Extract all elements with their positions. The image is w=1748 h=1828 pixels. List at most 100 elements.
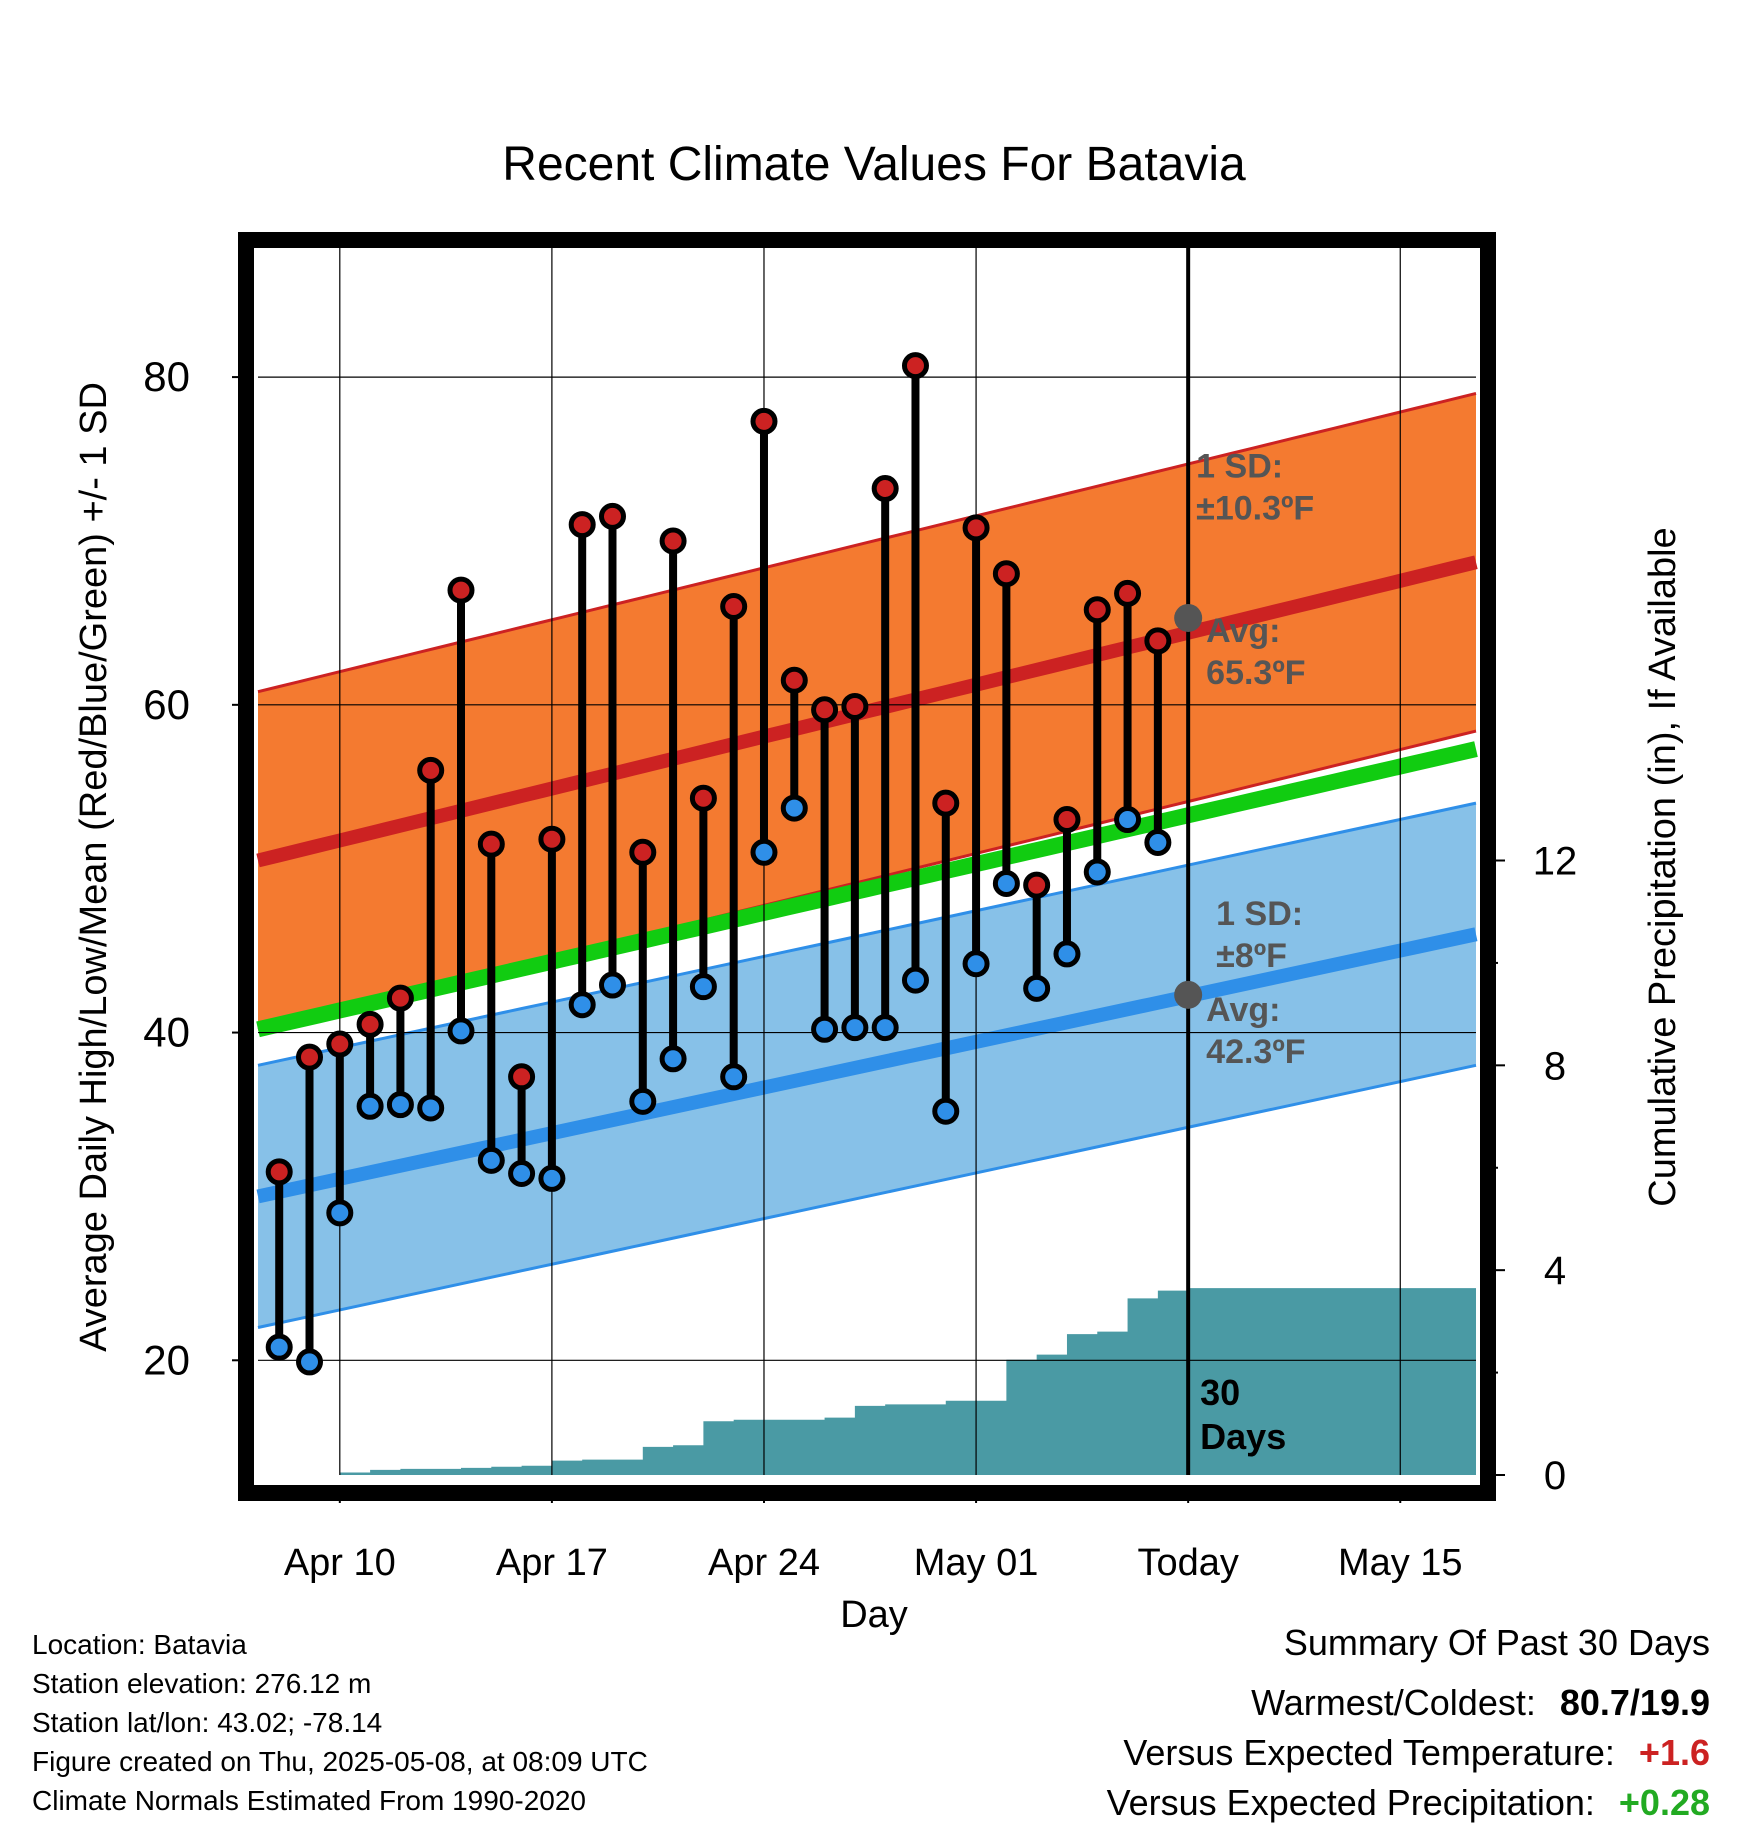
- station-info: Location: Batavia Station elevation: 276…: [32, 1625, 648, 1820]
- low-sd-lower-line: [257, 1063, 1477, 1329]
- low-temp-point: [992, 869, 1020, 897]
- high-temp-point: [1114, 579, 1142, 607]
- high-temp-point: [780, 666, 808, 694]
- low-sd-value: ±8ºF: [1216, 937, 1287, 975]
- low-temp-point: [1083, 858, 1111, 886]
- normals-text: Climate Normals Estimated From 1990-2020: [32, 1785, 586, 1816]
- x-axis-label: Day: [840, 1594, 908, 1636]
- low-temp-point: [841, 1014, 869, 1042]
- low-temp-point: [1053, 940, 1081, 968]
- x-tick-label: May 15: [1338, 1542, 1463, 1584]
- low-temp-point: [538, 1164, 566, 1192]
- high-temp-point: [811, 696, 839, 724]
- low-temp-point: [296, 1348, 324, 1376]
- temp-row: Versus Expected Temperature: +1.6: [1107, 1728, 1710, 1778]
- low-temp-point: [932, 1097, 960, 1125]
- high-temp-point: [538, 825, 566, 853]
- high-sd-value: ±10.3ºF: [1196, 490, 1314, 528]
- low-temp-point: [477, 1146, 505, 1174]
- warm-cold-label: Warmest/Coldest:: [1251, 1682, 1536, 1723]
- high-temp-point: [447, 576, 475, 604]
- high-avg-marker: [1174, 603, 1203, 632]
- low-temp-point: [1144, 828, 1172, 856]
- y2-axis-label: Cumulative Precipitation (in), If Availa…: [1642, 527, 1684, 1206]
- low-temp-point: [962, 950, 990, 978]
- plot-area: Apr 10 Apr 17 Apr 24 May 01 Today May 1520406…: [143, 232, 1578, 1584]
- high-avg-value: 65.3ºF: [1206, 654, 1305, 692]
- high-temp-point: [841, 692, 869, 720]
- low-temp-point: [659, 1045, 687, 1073]
- low-temp-point: [780, 794, 808, 822]
- x-tick-label: May 01: [914, 1542, 1039, 1584]
- temp-label: Versus Expected Temperature:: [1123, 1732, 1615, 1773]
- plot-frame: [238, 232, 1496, 1501]
- low-temp-point: [598, 971, 626, 999]
- x-tick-label: Apr 17: [496, 1542, 608, 1584]
- low-temp-point: [871, 1014, 899, 1042]
- chart-title: Recent Climate Values For Batavia: [502, 138, 1246, 191]
- low-temp-point: [750, 838, 778, 866]
- low-temp-point: [568, 991, 596, 1019]
- y-tick-label: 40: [143, 1009, 190, 1056]
- high-temp-point: [386, 984, 414, 1012]
- high-temp-point: [871, 475, 899, 503]
- high-temp-point: [1023, 871, 1051, 899]
- y2-tick-label: 8: [1544, 1044, 1566, 1088]
- high-temp-point: [1083, 596, 1111, 624]
- precip-value: +0.28: [1618, 1782, 1710, 1823]
- summary-title: Summary Of Past 30 Days: [1283, 1622, 1710, 1663]
- high-temp-point: [932, 789, 960, 817]
- high-temp-point: [265, 1158, 293, 1186]
- low-temp-point: [265, 1333, 293, 1361]
- low-temp-point: [356, 1092, 384, 1120]
- high-temp-point: [417, 756, 445, 784]
- high-temp-point: [689, 784, 717, 812]
- days-label-text: Days: [1200, 1416, 1286, 1457]
- y2-tick-label: 12: [1533, 840, 1578, 884]
- low-normal-line: [256, 927, 1478, 1204]
- low-avg-label: Avg:: [1206, 991, 1280, 1029]
- high-temp-point: [356, 1010, 384, 1038]
- high-temp-point: [477, 830, 505, 858]
- x-tick-label: Apr 10: [284, 1542, 396, 1584]
- latlon-text: Station lat/lon: 43.02; -78.14: [32, 1707, 383, 1738]
- temp-value: +1.6: [1638, 1732, 1710, 1773]
- high-temp-point: [1144, 627, 1172, 655]
- high-temp-point: [962, 514, 990, 542]
- days-label-number: 30: [1200, 1372, 1240, 1413]
- high-avg-label: Avg:: [1206, 612, 1280, 650]
- high-temp-point: [992, 560, 1020, 588]
- high-temp-point: [901, 352, 929, 380]
- high-temp-point: [568, 511, 596, 539]
- y2-tick-label: 0: [1544, 1454, 1566, 1498]
- low-temp-point: [720, 1063, 748, 1091]
- low-sd-label: 1 SD:: [1216, 895, 1303, 933]
- high-temp-point: [629, 838, 657, 866]
- low-temp-point: [689, 973, 717, 1001]
- high-temp-point: [508, 1063, 536, 1091]
- x-tick-label: Apr 24: [708, 1542, 820, 1584]
- y-axis-label: Average Daily High/Low/Mean (Red/Blue/Gr…: [73, 382, 115, 1352]
- precip-label: Versus Expected Precipitation:: [1106, 1782, 1595, 1823]
- y2-tick-label: 4: [1544, 1249, 1566, 1293]
- y-tick-label: 80: [143, 353, 190, 400]
- warm-cold-value: 80.7/19.9: [1559, 1682, 1710, 1723]
- y-tick-label: 60: [143, 681, 190, 728]
- high-temp-point: [659, 527, 687, 555]
- high-temp-point: [296, 1043, 324, 1071]
- precip-area: [339, 1288, 1477, 1475]
- low-temp-point: [447, 1017, 475, 1045]
- low-temp-point: [417, 1094, 445, 1122]
- created-text: Figure created on Thu, 2025-05-08, at 08…: [32, 1746, 648, 1777]
- low-temp-point: [326, 1199, 354, 1227]
- low-avg-marker: [1174, 980, 1203, 1009]
- high-temp-point: [326, 1030, 354, 1058]
- low-temp-point: [386, 1091, 414, 1119]
- low-temp-point: [901, 966, 929, 994]
- high-temp-point: [720, 593, 748, 621]
- high-temp-point: [598, 502, 626, 530]
- x-tick-label: Today: [1137, 1542, 1238, 1584]
- precip-row: Versus Expected Precipitation: +0.28: [1107, 1778, 1710, 1828]
- y-tick-label: 20: [143, 1336, 190, 1383]
